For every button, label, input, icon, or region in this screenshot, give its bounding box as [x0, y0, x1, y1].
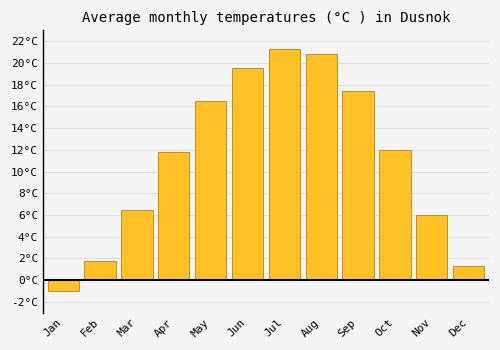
Bar: [195, 101, 226, 280]
Bar: [306, 54, 337, 280]
Bar: [122, 210, 152, 280]
Bar: [453, 266, 484, 280]
Bar: [48, 280, 79, 291]
Title: Average monthly temperatures (°C ) in Dusnok: Average monthly temperatures (°C ) in Du…: [82, 11, 450, 25]
Bar: [416, 215, 448, 280]
Bar: [232, 69, 263, 280]
Bar: [342, 91, 374, 280]
Bar: [158, 152, 190, 280]
Bar: [84, 260, 116, 280]
Bar: [380, 150, 410, 280]
Bar: [268, 49, 300, 280]
